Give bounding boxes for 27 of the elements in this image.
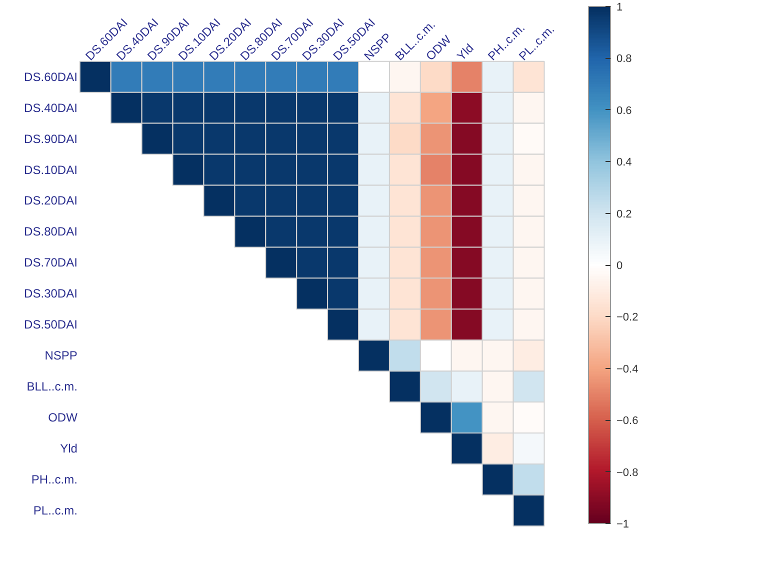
color-bar-label: −1 [616, 518, 630, 530]
y-tick-label: DS.80DAI [24, 224, 78, 239]
y-tick-label: BLL..c.m. [26, 380, 78, 394]
y-tick-label: PH..c.m. [31, 472, 78, 486]
y-tick-label: DS.20DAI [24, 194, 78, 208]
y-tick-label: NSPP [44, 348, 78, 363]
color-bar-label: 1 [616, 2, 623, 14]
y-tick-label: ODW [48, 410, 78, 425]
y-tick-label: DS.50DAI [24, 318, 78, 332]
y-tick-label: PL..c.m. [33, 503, 78, 518]
y-tick-label: Yld [60, 442, 78, 456]
y-tick-label: DS.60DAI [24, 70, 78, 84]
y-tick-label: DS.10DAI [24, 162, 78, 177]
x-tick-label: Yld [454, 41, 476, 64]
color-bar-label: −0.4 [616, 363, 638, 376]
color-bar-label: −0.8 [616, 466, 638, 479]
color-bar-label: −0.2 [616, 312, 638, 324]
y-tick-label: DS.30DAI [24, 286, 78, 301]
color-bar-label: 0 [616, 260, 623, 272]
color-bar-label: −0.6 [616, 415, 638, 428]
y-tick-label: DS.40DAI [24, 100, 78, 115]
color-bar-label: 0.2 [616, 208, 632, 220]
y-tick-label: DS.90DAI [24, 132, 78, 146]
color-bar-label: 0.4 [616, 156, 632, 169]
y-tick-label: DS.70DAI [24, 256, 78, 270]
color-bar-label: 0.6 [616, 104, 632, 117]
color-bar-label: 0.8 [616, 53, 632, 66]
